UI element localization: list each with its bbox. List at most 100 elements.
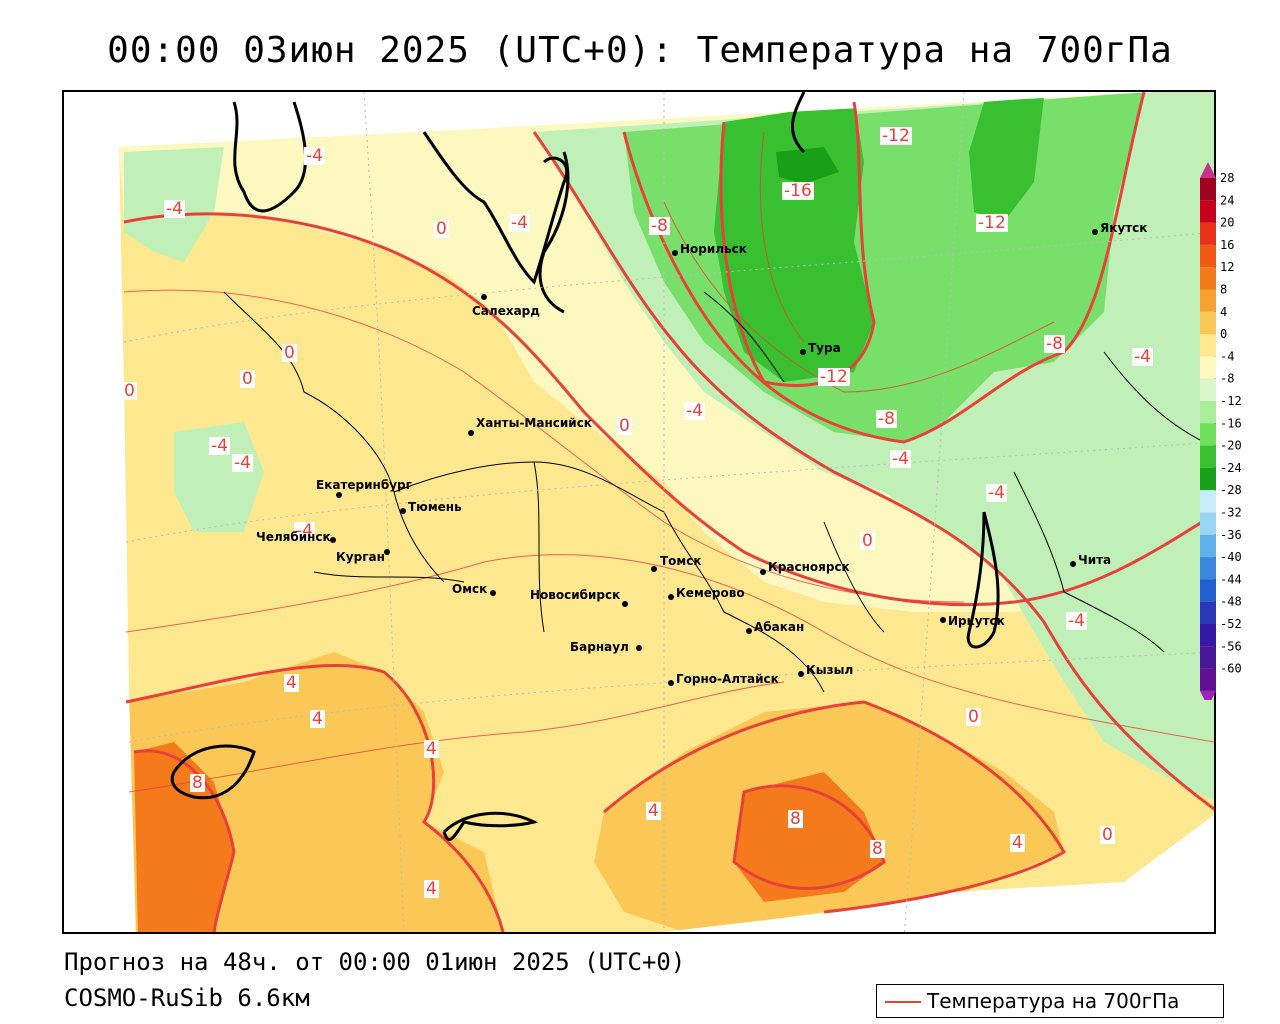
legend-line-swatch: [885, 1001, 921, 1003]
city-marker[interactable]: [1070, 561, 1076, 567]
colorbar-tick-label: -56: [1220, 639, 1242, 653]
colorbar-swatch: [1200, 356, 1216, 379]
city-marker[interactable]: [798, 671, 804, 677]
city-marker[interactable]: [668, 594, 674, 600]
colorbar-swatch: [1200, 624, 1216, 647]
contour-label: -4: [684, 401, 705, 421]
legend-box: Температура на 700гПа: [876, 984, 1224, 1018]
contour-label: 4: [1010, 833, 1025, 853]
city-label: Тюмень: [408, 500, 462, 514]
city-marker[interactable]: [490, 590, 496, 596]
contour-label: 0: [617, 416, 632, 436]
colorbar-tick-label: -16: [1220, 416, 1242, 430]
contour-label: -4: [164, 199, 185, 219]
graticule: [123, 92, 1214, 932]
city-label: Кемерово: [676, 586, 745, 600]
city-label: Томск: [660, 554, 702, 568]
city-marker[interactable]: [336, 492, 342, 498]
contour-label: 8: [190, 773, 205, 793]
colorbar-tick-label: -28: [1220, 483, 1242, 497]
colorbar-swatch: [1200, 222, 1216, 245]
city-label: Абакан: [754, 620, 805, 634]
colorbar-swatch: [1200, 423, 1216, 446]
city-label: Норильск: [680, 242, 747, 256]
admin-borders: [223, 291, 1205, 693]
contour-label: -12: [818, 367, 850, 387]
colorbar-tick-label: -24: [1220, 461, 1242, 475]
city-marker[interactable]: [400, 508, 406, 514]
colorbar-max-arrow: [1200, 162, 1216, 178]
city-marker[interactable]: [636, 645, 642, 651]
colorbar-swatch: [1200, 378, 1216, 401]
city-label: Тура: [808, 341, 841, 355]
colorbar-tick-label: -32: [1220, 506, 1242, 520]
zone-deep-orange-se: [734, 772, 884, 902]
colorbar-swatch: [1200, 646, 1216, 669]
model-name: COSMO-RuSib 6.6км: [64, 984, 310, 1012]
colorbar-swatch: [1200, 534, 1216, 558]
contour-thin: [123, 131, 1214, 793]
city-marker[interactable]: [384, 549, 390, 555]
colorbar-tick-label: -60: [1220, 662, 1242, 676]
city-marker[interactable]: [651, 566, 657, 572]
contour-label: 0: [434, 219, 449, 239]
city-marker[interactable]: [672, 250, 678, 256]
contour-label: -4: [304, 146, 325, 166]
contour-label: 8: [870, 839, 885, 859]
city-label: Курган: [336, 550, 385, 564]
outside-top: [64, 92, 1154, 147]
city-label: Горно-Алтайск: [676, 672, 779, 686]
contour-label: -4: [209, 436, 230, 456]
colorbar-min-arrow: [1200, 690, 1216, 707]
forecast-info: Прогноз на 48ч. от 00:00 01июн 2025 (UTC…: [64, 948, 686, 976]
city-marker[interactable]: [481, 294, 487, 300]
colorbar-swatch: [1200, 601, 1216, 624]
colorbar-tick-label: 24: [1220, 193, 1234, 207]
contour-label: 8: [788, 809, 803, 829]
outside-right: [1124, 814, 1214, 932]
contour-label: 4: [424, 739, 439, 759]
city-label: Красноярск: [768, 560, 850, 574]
city-label: Ханты-Мансийск: [476, 416, 592, 430]
colorbar-tick-label: -44: [1220, 572, 1242, 586]
colorbar-tick-label: 4: [1220, 305, 1227, 319]
contour-label: 0: [966, 707, 981, 727]
page-title: 00:00 03июн 2025 (UTC+0): Температура на…: [107, 30, 1173, 71]
colorbar-swatch: [1200, 467, 1216, 491]
map-area[interactable]: -4 -4 0 -4 -8 -16 -12 -12 -8 -4 -12 -8 -…: [62, 90, 1216, 934]
city-label: Кызыл: [806, 663, 854, 677]
contour-label: 0: [282, 343, 297, 363]
city-marker[interactable]: [468, 430, 474, 436]
city-marker[interactable]: [746, 628, 752, 634]
colorbar-swatch: [1200, 579, 1216, 602]
city-marker[interactable]: [1092, 229, 1098, 235]
city-label: Челябинск: [256, 530, 331, 544]
contour-label: 4: [310, 709, 325, 729]
outside-bottom: [664, 882, 1212, 932]
city-marker[interactable]: [760, 569, 766, 575]
contour-label: 4: [646, 801, 661, 821]
contour-label: -4: [986, 483, 1007, 503]
city-marker[interactable]: [668, 680, 674, 686]
city-label: Новосибирск: [530, 588, 621, 602]
colorbar-swatch: [1200, 200, 1216, 223]
colorbar-svg: 28 24 20 16 12 8 4 0 -4 -8 -12 -16 -20 -24 -28 -32 -36 -4…: [1200, 162, 1242, 707]
zone-green-core: [776, 147, 839, 184]
colorbar-tick-label: 28: [1220, 171, 1234, 185]
city-marker[interactable]: [330, 537, 336, 543]
city-label: Барнаул: [570, 640, 629, 654]
contour-label: 4: [424, 879, 439, 899]
colorbar-swatch: [1200, 178, 1216, 201]
city-marker[interactable]: [940, 617, 946, 623]
colorbar-tick-label: -4: [1220, 349, 1234, 363]
colorbar-swatch: [1200, 557, 1216, 580]
legend-label: Температура на 700гПа: [927, 989, 1180, 1013]
contour-label: 0: [122, 381, 137, 401]
contour-label: -8: [1044, 334, 1065, 354]
contour-label: 0: [240, 369, 255, 389]
city-marker[interactable]: [622, 601, 628, 607]
colorbar-tick-label: -48: [1220, 595, 1242, 609]
colorbar-tick-label: -20: [1220, 439, 1242, 453]
city-marker[interactable]: [800, 349, 806, 355]
colorbar-swatch: [1200, 512, 1216, 535]
